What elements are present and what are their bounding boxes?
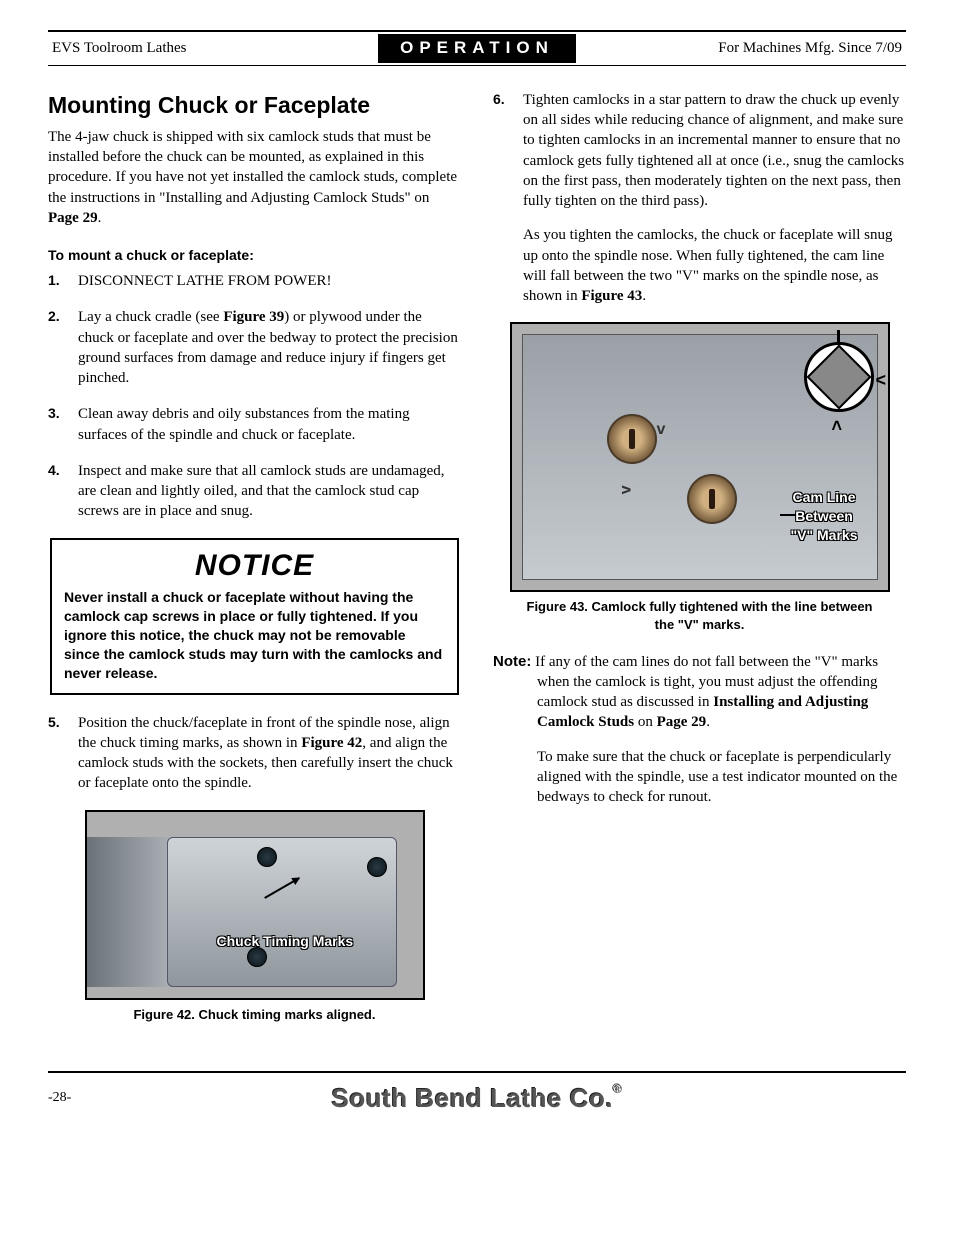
figure-42-caption: Figure 42. Chuck timing marks aligned. [75,1006,435,1024]
steps-list-left-2: 5. Position the chuck/faceplate in front… [48,713,461,794]
right-column: 6. Tighten camlocks in a star pattern to… [493,90,906,1041]
page-number: -28- [48,1089,108,1108]
note-block: Note: If any of the cam lines do not fal… [493,652,906,808]
step-6: 6. Tighten camlocks in a star pattern to… [493,90,906,307]
notice-box: NOTICE Never install a chuck or faceplat… [50,538,459,695]
steps-list-left: 1. DISCONNECT LATHE FROM POWER! 2. Lay a… [48,271,461,522]
notice-title: NOTICE [64,546,445,587]
step-3: 3. Clean away debris and oily substances… [48,404,461,445]
left-column: Mounting Chuck or Faceplate The 4-jaw ch… [48,90,461,1041]
content-columns: Mounting Chuck or Faceplate The 4-jaw ch… [48,90,906,1041]
fig42-label: Chuck Timing Marks [217,932,354,951]
header-left: EVS Toolroom Lathes [48,38,378,58]
figure-43: v v ˄ ˂ Cam Line Between "V" Marks [510,322,890,592]
step-5: 5. Position the chuck/faceplate in front… [48,713,461,794]
steps-list-right: 6. Tighten camlocks in a star pattern to… [493,90,906,307]
step-4: 4. Inspect and make sure that all camloc… [48,461,461,522]
section-title: Mounting Chuck or Faceplate [48,90,461,121]
step-1: 1. DISCONNECT LATHE FROM POWER! [48,271,461,291]
figure-42: Chuck Timing Marks [85,810,425,1000]
alignment-badge-icon: ˄ ˂ [804,342,874,412]
figure-43-caption: Figure 43. Camlock fully tightened with … [520,598,880,633]
header-right: For Machines Mfg. Since 7/09 [576,38,906,58]
header-section: OPERATION [378,34,576,63]
fig43-label-3: "V" Marks [791,527,858,543]
procedure-subhead: To mount a chuck or faceplate: [48,246,461,265]
page-footer: -28- South Bend Lathe Co.® [48,1071,906,1116]
notice-body: Never install a chuck or faceplate witho… [64,588,445,682]
fig43-label-2: Between [795,508,853,524]
company-name: South Bend Lathe Co.® [108,1081,846,1116]
step-2: 2. Lay a chuck cradle (see Figure 39) or… [48,307,461,388]
fig43-label-1: Cam Line [793,489,856,505]
intro-paragraph: The 4-jaw chuck is shipped with six caml… [48,127,461,228]
page-header: EVS Toolroom Lathes OPERATION For Machin… [48,30,906,66]
